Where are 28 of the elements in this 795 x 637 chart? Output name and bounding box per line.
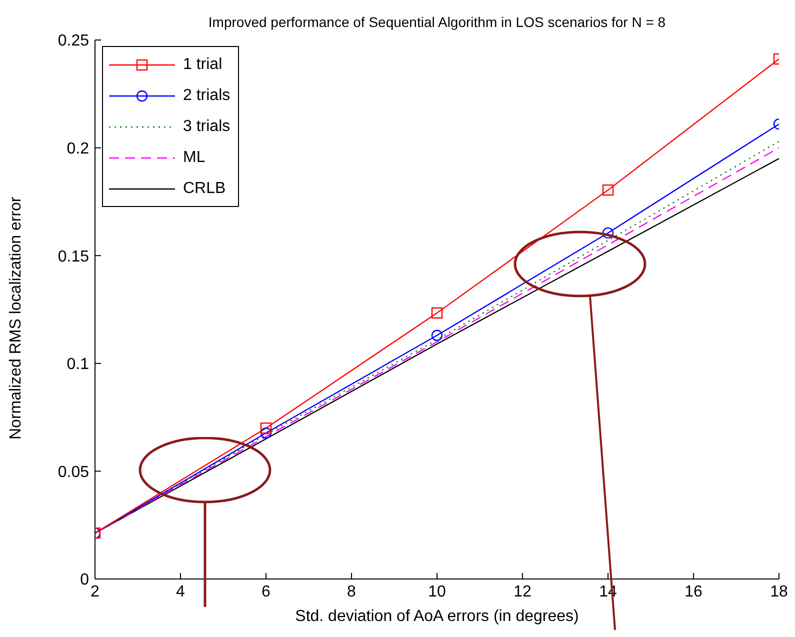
y-axis-title: Normalized RMS localization error <box>8 196 25 440</box>
legend-label: CRLB <box>183 180 226 198</box>
legend-label: 1 trial <box>183 56 222 74</box>
y-tick-label: 0.05 <box>58 464 90 481</box>
x-tick-label: 4 <box>176 583 186 600</box>
y-tick-label: 0.15 <box>58 248 90 266</box>
x-tick-label: 18 <box>770 583 788 600</box>
y-tick-label: 0.25 <box>58 32 90 50</box>
legend-label: ML <box>183 148 206 166</box>
point <box>602 184 614 196</box>
x-tick-label: 2 <box>90 583 100 600</box>
y-tick-label: 0 <box>80 572 90 589</box>
point <box>602 227 614 239</box>
x-tick-label: 10 <box>428 583 446 600</box>
point <box>260 427 272 439</box>
x-tick-label: 12 <box>514 583 532 600</box>
x-tick-label: 8 <box>347 583 356 600</box>
x-tick-label: 16 <box>684 583 702 600</box>
point <box>431 307 443 319</box>
legend-label: 2 trials <box>183 86 230 104</box>
legend-label: 3 trials <box>183 118 230 136</box>
x-axis-title: Std. deviation of AoA errors (in degrees) <box>295 608 579 625</box>
y-tick-label: 0.2 <box>66 140 90 158</box>
point <box>260 422 272 434</box>
x-tick-label: 6 <box>262 583 271 600</box>
chart-title: Improved performance of Sequential Algorithm in LOS scenarios for N = 8 <box>207 14 667 30</box>
point <box>431 330 443 341</box>
y-tick-label: 0.1 <box>66 356 90 374</box>
